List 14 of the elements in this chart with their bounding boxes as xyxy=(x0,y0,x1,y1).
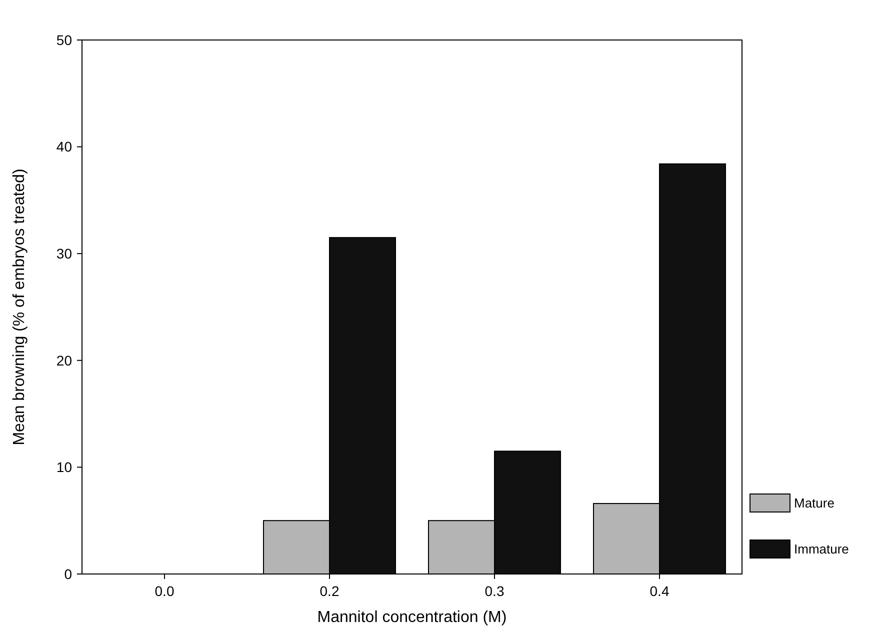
x-tick-label: 0.0 xyxy=(154,583,174,599)
legend-label: Mature xyxy=(794,496,834,511)
y-tick-label: 10 xyxy=(56,459,72,476)
y-tick-label: 0 xyxy=(64,566,72,582)
y-tick-label: 40 xyxy=(56,138,72,155)
x-tick-label: 0.4 xyxy=(650,583,670,599)
x-axis-title: Mannitol concentration (M) xyxy=(317,609,507,626)
y-tick-label: 20 xyxy=(56,352,72,368)
y-tick-label: 30 xyxy=(56,246,72,262)
x-tick-label: 0.3 xyxy=(484,583,504,599)
legend-label: Immature xyxy=(794,542,849,557)
y-tick-label: 50 xyxy=(56,32,72,48)
x-tick-label: 0.2 xyxy=(320,583,340,599)
y-axis-title: Mean browning (% of embryos treated) xyxy=(11,168,28,446)
